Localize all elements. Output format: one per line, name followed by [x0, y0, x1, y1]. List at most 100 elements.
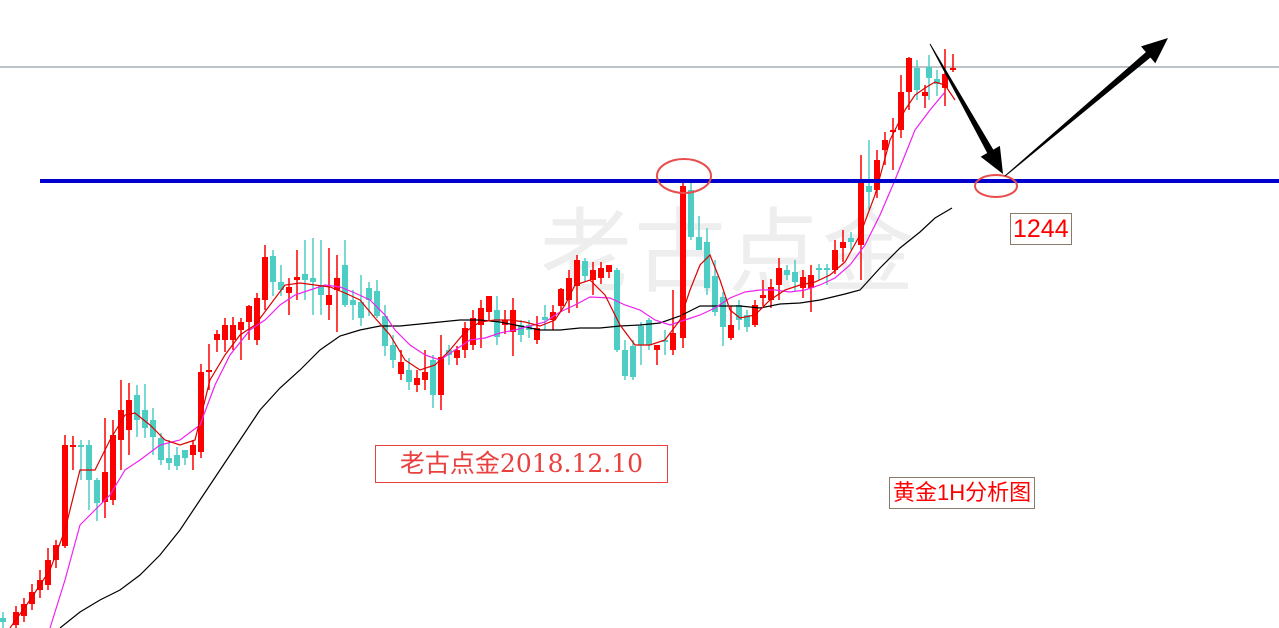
- candle-body: [326, 295, 332, 305]
- candle-body: [302, 274, 308, 280]
- candle: [126, 383, 132, 455]
- candle-body: [246, 306, 252, 322]
- candle-body: [334, 278, 340, 290]
- candle: [696, 216, 702, 250]
- support-price-label: 1244: [1010, 213, 1072, 245]
- highlight-circle: [656, 158, 712, 194]
- candle: [286, 278, 292, 315]
- candle: [866, 140, 872, 210]
- candle: [238, 318, 244, 360]
- candle: [688, 181, 694, 240]
- candle-body: [824, 268, 830, 270]
- candle-body: [21, 604, 27, 616]
- candle-body: [662, 340, 668, 342]
- candle: [470, 310, 476, 350]
- candle-body: [630, 346, 636, 377]
- candle: [422, 350, 428, 390]
- candle-body: [934, 79, 940, 84]
- candle-body: [542, 317, 548, 320]
- candle-body: [126, 400, 132, 430]
- candle-body: [13, 612, 19, 625]
- candle-body: [318, 285, 324, 295]
- candle: [246, 305, 252, 340]
- candle: [86, 440, 92, 510]
- candle-body: [534, 328, 540, 340]
- candle: [950, 54, 956, 72]
- candle-body: [422, 372, 428, 380]
- candle-body: [840, 242, 846, 248]
- candle: [906, 57, 912, 110]
- candle-body: [414, 378, 420, 385]
- candle: [94, 478, 100, 521]
- candle-body: [558, 289, 564, 306]
- candle-body: [286, 287, 292, 293]
- candle: [326, 248, 332, 320]
- candle-body: [0, 618, 6, 622]
- candle: [198, 364, 204, 458]
- candle-body: [382, 316, 388, 346]
- candle: [614, 268, 620, 352]
- candle: [832, 240, 838, 274]
- candle-body: [454, 350, 460, 358]
- candle-body: [942, 74, 948, 88]
- candle-body: [118, 410, 124, 440]
- candle-body: [86, 445, 92, 480]
- candle: [478, 300, 484, 348]
- candle-body: [574, 260, 580, 286]
- candle: [630, 340, 636, 380]
- candle-body: [222, 325, 228, 340]
- candle: [182, 450, 188, 465]
- candle-body: [858, 183, 864, 245]
- candle: [760, 280, 766, 306]
- candle-body: [832, 250, 838, 270]
- candle-body: [398, 362, 404, 374]
- candle-body: [582, 261, 588, 276]
- candle-body: [926, 67, 932, 78]
- candle: [70, 436, 76, 470]
- candle-body: [808, 275, 814, 288]
- candle-body: [278, 282, 284, 290]
- candle: [736, 300, 742, 330]
- candle-body: [792, 272, 798, 282]
- candle-body: [922, 92, 928, 96]
- candle: [270, 250, 276, 296]
- candle-body: [358, 302, 364, 318]
- candle: [414, 370, 420, 392]
- candle-body: [262, 257, 268, 300]
- candle: [350, 290, 356, 320]
- candle: [582, 258, 588, 282]
- candle-body: [606, 265, 612, 272]
- candle: [874, 150, 880, 198]
- candle: [744, 310, 750, 332]
- candle: [638, 322, 644, 365]
- candle-body: [776, 268, 782, 285]
- candle: [670, 290, 676, 355]
- candle-body: [198, 372, 204, 452]
- candle: [858, 155, 864, 280]
- candle: [486, 296, 492, 320]
- candle: [302, 240, 308, 300]
- ma-slow-line: [59, 207, 953, 628]
- candle-body: [680, 186, 686, 338]
- candle-body: [848, 238, 854, 242]
- candle: [776, 258, 782, 300]
- candle: [134, 385, 140, 437]
- candle-body: [646, 320, 652, 345]
- candle: [174, 447, 180, 470]
- candle-body: [342, 265, 348, 305]
- candle-body: [70, 445, 76, 447]
- candle-body: [374, 291, 380, 316]
- candle: [430, 355, 436, 408]
- candle-body: [158, 438, 164, 460]
- candle: [898, 75, 904, 138]
- candle-body: [696, 237, 702, 250]
- candle: [382, 305, 388, 356]
- candle: [922, 85, 928, 108]
- candle-body: [190, 445, 196, 455]
- candle-body: [712, 276, 718, 312]
- candle-body: [142, 410, 148, 428]
- candle: [680, 180, 686, 348]
- candle: [840, 230, 846, 262]
- candle-body: [874, 160, 880, 190]
